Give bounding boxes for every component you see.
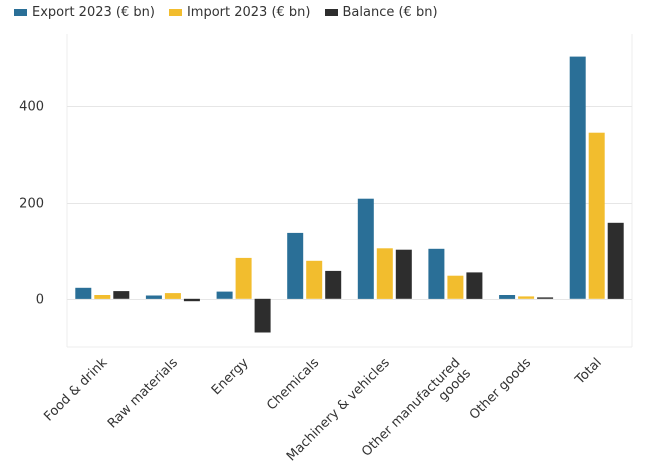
bar xyxy=(75,287,92,299)
bar xyxy=(287,232,304,299)
bar xyxy=(395,249,412,299)
bar xyxy=(447,275,464,299)
gridlines xyxy=(66,34,633,348)
x-tick-label-line: Total xyxy=(572,355,605,388)
bar xyxy=(113,291,130,299)
bar xyxy=(376,248,393,299)
legend-item: Balance (€ bn) xyxy=(324,4,438,20)
x-tick-label: Raw materials xyxy=(105,355,181,431)
bar xyxy=(94,295,111,299)
bar xyxy=(499,295,516,299)
y-tick-label: 400 xyxy=(19,100,44,115)
x-tick-label: Other goods xyxy=(467,355,534,422)
x-tick-label: Energy xyxy=(209,355,252,398)
bar xyxy=(145,295,162,299)
bar xyxy=(357,198,374,299)
y-tick-label: 200 xyxy=(19,197,44,212)
bar xyxy=(216,291,233,299)
legend-item: Export 2023 (€ bn) xyxy=(14,5,155,20)
bar xyxy=(466,272,483,299)
legend-swatch xyxy=(14,8,27,16)
bar xyxy=(183,298,200,302)
bar xyxy=(518,296,535,299)
legend-label: Export 2023 (€ bn) xyxy=(32,4,155,20)
bar xyxy=(254,298,271,333)
x-tick-label-line: Energy xyxy=(209,355,252,398)
bar xyxy=(235,257,252,299)
y-tick-label: 0 xyxy=(36,293,44,308)
y-axis: 0 200 400 xyxy=(19,100,44,308)
x-tick-label-line: Other goods xyxy=(467,355,534,422)
x-tick-label: Total xyxy=(572,355,605,388)
x-tick-label-line: Food & drink xyxy=(41,355,110,424)
legend: Export 2023 (€ bn) Import 2023 (€ bn) Bala… xyxy=(14,2,438,22)
bar xyxy=(537,297,554,299)
legend-swatch xyxy=(324,8,338,16)
bar xyxy=(306,260,323,299)
x-tick-label-line: Chemicals xyxy=(264,355,322,413)
bar xyxy=(325,270,342,299)
bar xyxy=(607,222,624,299)
x-tick-label: Food & drink xyxy=(41,355,110,424)
legend-item: Import 2023 (€ bn) xyxy=(168,4,311,20)
legend-label: Balance (€ bn) xyxy=(342,4,438,20)
x-tick-label: Chemicals xyxy=(264,355,322,413)
x-tick-label-line: Raw materials xyxy=(105,355,181,431)
bar xyxy=(164,293,181,299)
legend-label: Import 2023 (€ bn) xyxy=(186,4,311,20)
bar xyxy=(428,248,445,299)
bars xyxy=(75,56,624,333)
bar xyxy=(588,132,605,299)
legend-swatch xyxy=(168,8,182,16)
bar xyxy=(569,56,586,299)
